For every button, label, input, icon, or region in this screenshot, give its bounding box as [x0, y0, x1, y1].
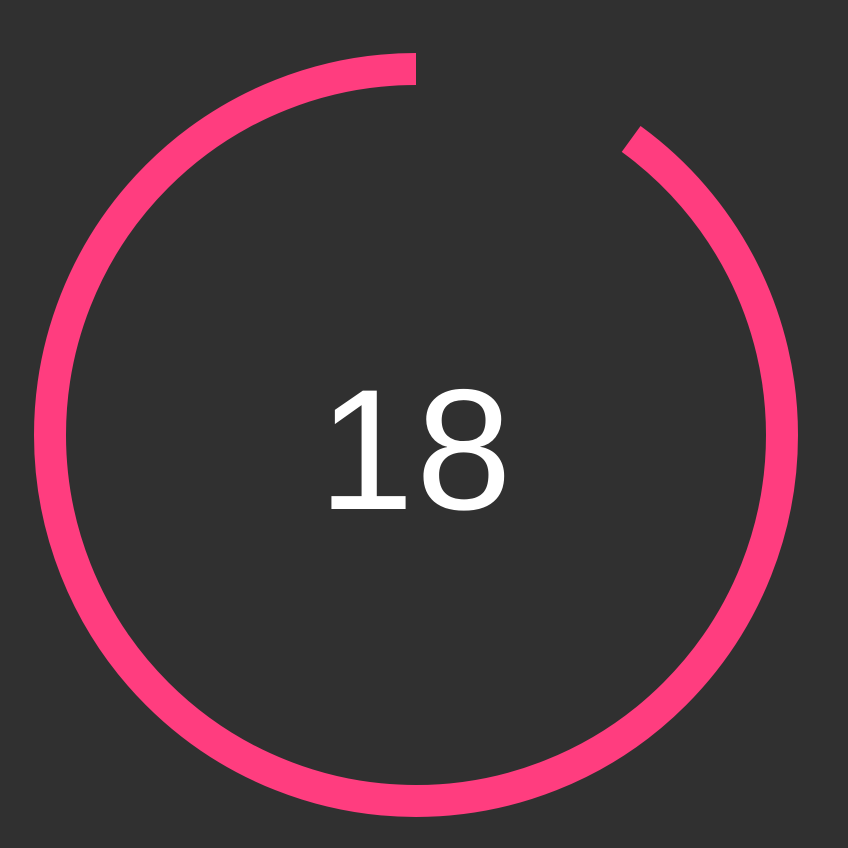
countdown-value: 18 — [318, 354, 514, 546]
progress-arc — [34, 53, 798, 817]
